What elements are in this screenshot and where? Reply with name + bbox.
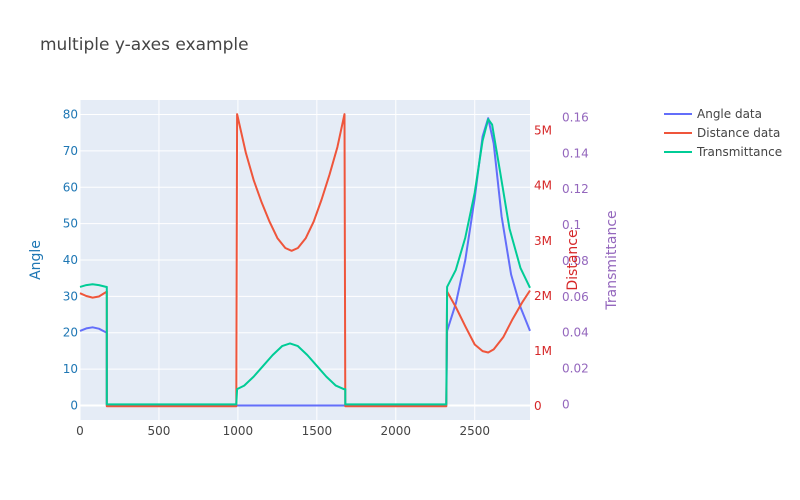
y2-tick-label: 3M bbox=[534, 234, 552, 248]
y1-axis-title: Angle bbox=[28, 240, 44, 280]
y3-axis-ticks: 0 0.02 0.04 0.06 0.08 0.1 0.12 0.14 0.16 bbox=[562, 110, 589, 411]
x-tick-label: 1500 bbox=[302, 424, 333, 438]
y3-tick-label: 0 bbox=[562, 397, 570, 411]
legend-label: Transmittance bbox=[696, 145, 782, 159]
y3-tick-label: 0.14 bbox=[562, 146, 589, 160]
y1-tick-label: 50 bbox=[63, 217, 78, 231]
y2-tick-label: 4M bbox=[534, 179, 552, 193]
series-line-transmittance bbox=[79, 118, 531, 406]
y2-axis-ticks: 0 1M 2M 3M 4M 5M bbox=[534, 124, 552, 414]
y3-tick-label: 0.04 bbox=[562, 326, 589, 340]
x-tick-label: 2500 bbox=[459, 424, 490, 438]
y2-tick-label: 1M bbox=[534, 344, 552, 358]
legend: Angle data Distance data Transmittance bbox=[664, 107, 782, 159]
x-tick-label: 1000 bbox=[223, 424, 254, 438]
series-layer bbox=[79, 113, 531, 408]
y2-tick-label: 5M bbox=[534, 124, 552, 138]
legend-label: Angle data bbox=[697, 107, 762, 121]
y1-tick-label: 20 bbox=[63, 326, 78, 340]
legend-label: Distance data bbox=[697, 126, 780, 140]
y3-tick-label: 0.12 bbox=[562, 182, 589, 196]
y3-axis-title: Transmittance bbox=[604, 210, 620, 310]
x-axis-ticks: 0 500 1000 1500 2000 2500 bbox=[76, 424, 490, 438]
y1-tick-label: 10 bbox=[63, 362, 78, 376]
x-tick-label: 2000 bbox=[381, 424, 412, 438]
y1-tick-label: 70 bbox=[63, 144, 78, 158]
y1-tick-label: 0 bbox=[70, 398, 78, 412]
y2-tick-label: 2M bbox=[534, 289, 552, 303]
y2-tick-label: 0 bbox=[534, 399, 542, 413]
y1-axis-ticks: 0 10 20 30 40 50 60 70 80 bbox=[63, 108, 78, 413]
chart-title: multiple y-axes example bbox=[40, 35, 249, 55]
y3-tick-label: 0.08 bbox=[562, 254, 589, 268]
y1-tick-label: 30 bbox=[63, 289, 78, 303]
series-line-distance-data bbox=[79, 113, 531, 408]
x-tick-label: 0 bbox=[76, 424, 84, 438]
y1-tick-label: 60 bbox=[63, 180, 78, 194]
y3-tick-label: 0.02 bbox=[562, 362, 589, 376]
y2-axis-title: Distance bbox=[565, 229, 581, 290]
y3-tick-label: 0.16 bbox=[562, 110, 589, 124]
y3-tick-label: 0.06 bbox=[562, 290, 589, 304]
y3-tick-label: 0.1 bbox=[562, 218, 581, 232]
y1-tick-label: 80 bbox=[63, 108, 78, 122]
y1-tick-label: 40 bbox=[63, 253, 78, 267]
x-tick-label: 500 bbox=[147, 424, 170, 438]
